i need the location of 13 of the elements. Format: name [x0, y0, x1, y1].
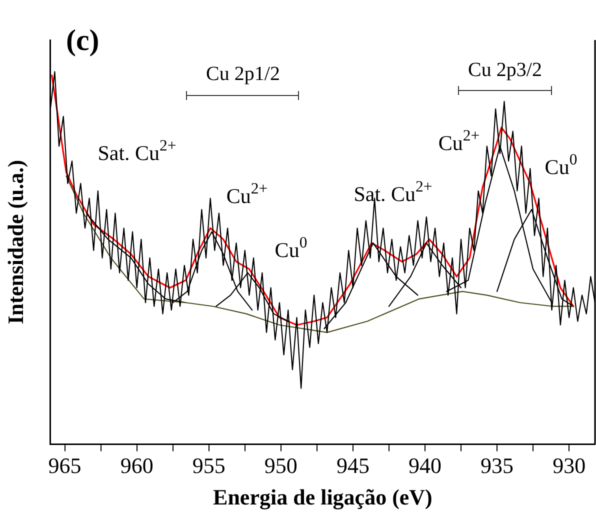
annotation: Cu 2p1/2 [206, 63, 280, 85]
x-tick-label: 930 [552, 453, 586, 478]
x-tick-label: 945 [336, 453, 370, 478]
x-tick-label: 965 [48, 453, 82, 478]
x-axis-title: Energia de ligação (eV) [213, 484, 432, 510]
x-tick-label: 955 [192, 453, 226, 478]
text: (c) [66, 24, 100, 57]
x-tick-label: 960 [120, 453, 154, 478]
y-axis-title: Intensidade (u.a.) [2, 160, 28, 324]
x-tick-label: 940 [408, 453, 442, 478]
x-tick-label: 935 [480, 453, 514, 478]
x-tick-label: 950 [264, 453, 298, 478]
annotation: Cu 2p3/2 [468, 59, 542, 81]
